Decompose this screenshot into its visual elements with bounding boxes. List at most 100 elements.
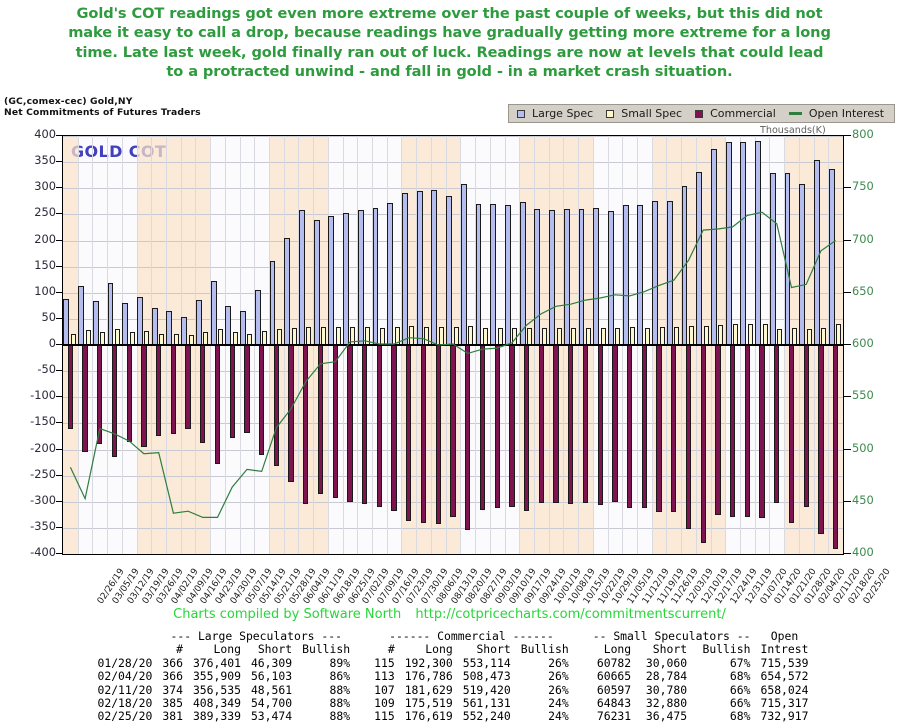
table-cell xyxy=(574,670,588,683)
table-cell: 115 xyxy=(374,709,395,724)
y-tickmark-right xyxy=(844,396,851,398)
cot-data-table: --- Large Speculators --- ------ Commerci… xyxy=(0,629,899,724)
legend-item-commercial[interactable]: Commercial xyxy=(695,107,776,120)
commentary-line-2: make it easy to call a drop, because rea… xyxy=(68,24,831,42)
y-tickmark-left xyxy=(56,239,63,241)
y-tick-left: 150 xyxy=(34,257,56,272)
table-cell: 376,401 xyxy=(192,655,241,670)
y-tickmark-left xyxy=(56,187,63,189)
y-tick-left: 50 xyxy=(41,309,57,324)
table-cell: 109 xyxy=(374,696,395,711)
commentary-line-3: time. Late last week, gold finally ran o… xyxy=(75,43,824,61)
y-tick-right: 600 xyxy=(852,336,874,350)
legend-label: Commercial xyxy=(710,107,776,120)
table-cell: 561,131 xyxy=(462,696,511,711)
legend-label: Large Spec xyxy=(532,107,594,120)
table-header-cell: Long xyxy=(603,642,632,657)
table-cell xyxy=(574,684,588,697)
data-table: --- Large Speculators --- ------ Commerci… xyxy=(85,629,813,724)
table-header-cell: Long xyxy=(213,642,241,657)
gridline-horizontal xyxy=(63,214,843,216)
chart-legend: Large Spec Small Spec Commercial Open Inter… xyxy=(508,104,895,123)
gridline-horizontal xyxy=(63,188,843,190)
gridline-horizontal xyxy=(63,292,843,294)
commentary-line-1: Gold's COT readings got even more extrem… xyxy=(76,5,823,22)
table-cell: 356,535 xyxy=(192,682,241,697)
plot-area[interactable]: GOLD COT xyxy=(62,135,844,555)
table-header-cell: --- Large Speculators --- xyxy=(170,629,342,643)
legend-item-large-spec[interactable]: Large Spec xyxy=(517,107,593,120)
table-cell-date: 01/28/20 xyxy=(97,655,153,670)
y-tickmark-right xyxy=(844,187,851,189)
table-header-cell: Short xyxy=(257,642,293,657)
table-header-cell xyxy=(574,630,588,643)
table-cell-date: 02/04/20 xyxy=(97,669,153,684)
table-cell xyxy=(355,670,369,683)
legend-item-small-spec[interactable]: Small Spec xyxy=(606,107,682,120)
chart-header: (GC,comex-cec) Gold,NY Net Commitments o… xyxy=(4,96,201,118)
table-header-cell xyxy=(355,630,369,643)
table-cell: 64843 xyxy=(596,696,632,711)
y-tick-left: -300 xyxy=(30,492,56,507)
table-cell: 192,300 xyxy=(404,655,453,670)
y-tickmark-right xyxy=(844,291,851,293)
y-tickmark-left xyxy=(56,422,63,424)
table-cell: 76231 xyxy=(596,709,632,724)
y-tickmark-left xyxy=(56,526,63,528)
table-cell xyxy=(574,710,588,723)
y-tickmark-left xyxy=(56,448,63,450)
open-interest-line xyxy=(69,211,836,518)
y-tickmark-left xyxy=(56,135,63,136)
y-tickmark-right xyxy=(844,344,851,345)
legend-item-open-interest[interactable]: Open Interest xyxy=(788,107,884,120)
table-cell: 385 xyxy=(162,696,183,711)
table-cell: 60782 xyxy=(596,655,632,670)
table-cell: 552,240 xyxy=(462,709,511,724)
table-cell xyxy=(355,657,369,670)
zero-line xyxy=(63,344,843,346)
table-cell: 115 xyxy=(374,655,395,670)
y-tickmark-left xyxy=(56,291,63,293)
y-tick-left: -400 xyxy=(30,545,56,559)
gridline-horizontal xyxy=(63,527,843,529)
table-cell: 374 xyxy=(162,682,183,697)
table-body: 01/28/20 366 376,401 46,309 89% 115 192,300 553… xyxy=(85,655,813,724)
y-tick-right: 500 xyxy=(852,440,874,455)
y-tickmark-right xyxy=(844,239,851,241)
gridline-horizontal xyxy=(63,554,843,555)
table-header-cell: Bullish xyxy=(702,642,751,657)
table-cell: 519,420 xyxy=(462,682,511,697)
y-tick-right: 400 xyxy=(852,545,874,559)
y-tickmark-left xyxy=(56,161,63,163)
table-cell xyxy=(355,697,369,710)
table-cell: 28,784 xyxy=(645,669,688,684)
credit-url[interactable]: http://cotpricecharts.com/commitmentscur… xyxy=(415,607,726,622)
y-tickmark-left xyxy=(56,213,63,215)
table-cell: 176,619 xyxy=(404,709,453,724)
y-tick-left: 300 xyxy=(34,179,56,194)
table-cell: 658,024 xyxy=(760,682,809,697)
table-cell: 88% xyxy=(329,696,351,711)
credit-text: Charts compiled by Software North xyxy=(173,607,402,622)
table-cell-date: 02/11/20 xyxy=(97,682,153,697)
table-header-cell xyxy=(85,630,157,643)
y-tick-left: -350 xyxy=(30,518,56,533)
table-row: 02/11/20 374 356,535 48,561 88% 107 181,629 519… xyxy=(85,682,813,697)
y-tick-left: -50 xyxy=(37,362,56,377)
y-tickmark-left xyxy=(56,344,63,345)
table-cell: 26% xyxy=(548,655,569,670)
y-tick-left: 200 xyxy=(34,231,56,246)
y-tickmark-right xyxy=(844,135,851,136)
table-cell: 24% xyxy=(548,709,569,724)
table-group-header-row: --- Large Speculators --- ------ Commerci… xyxy=(85,629,813,643)
table-row: 02/18/20 385 408,349 54,700 88% 109 175,519 561… xyxy=(85,696,813,711)
table-cell: 68% xyxy=(729,669,751,684)
y-tick-left: 350 xyxy=(34,153,56,168)
y-tick-right: 700 xyxy=(852,231,874,246)
table-cell: 553,114 xyxy=(462,655,511,670)
gridline-horizontal xyxy=(63,318,843,320)
table-cell: 32,880 xyxy=(645,696,688,711)
commentary-line-4: to a protracted unwind - and fall in gol… xyxy=(166,63,733,81)
commentary-banner: Gold's COT readings got even more extrem… xyxy=(0,4,899,82)
table-cell: 30,060 xyxy=(645,655,688,670)
